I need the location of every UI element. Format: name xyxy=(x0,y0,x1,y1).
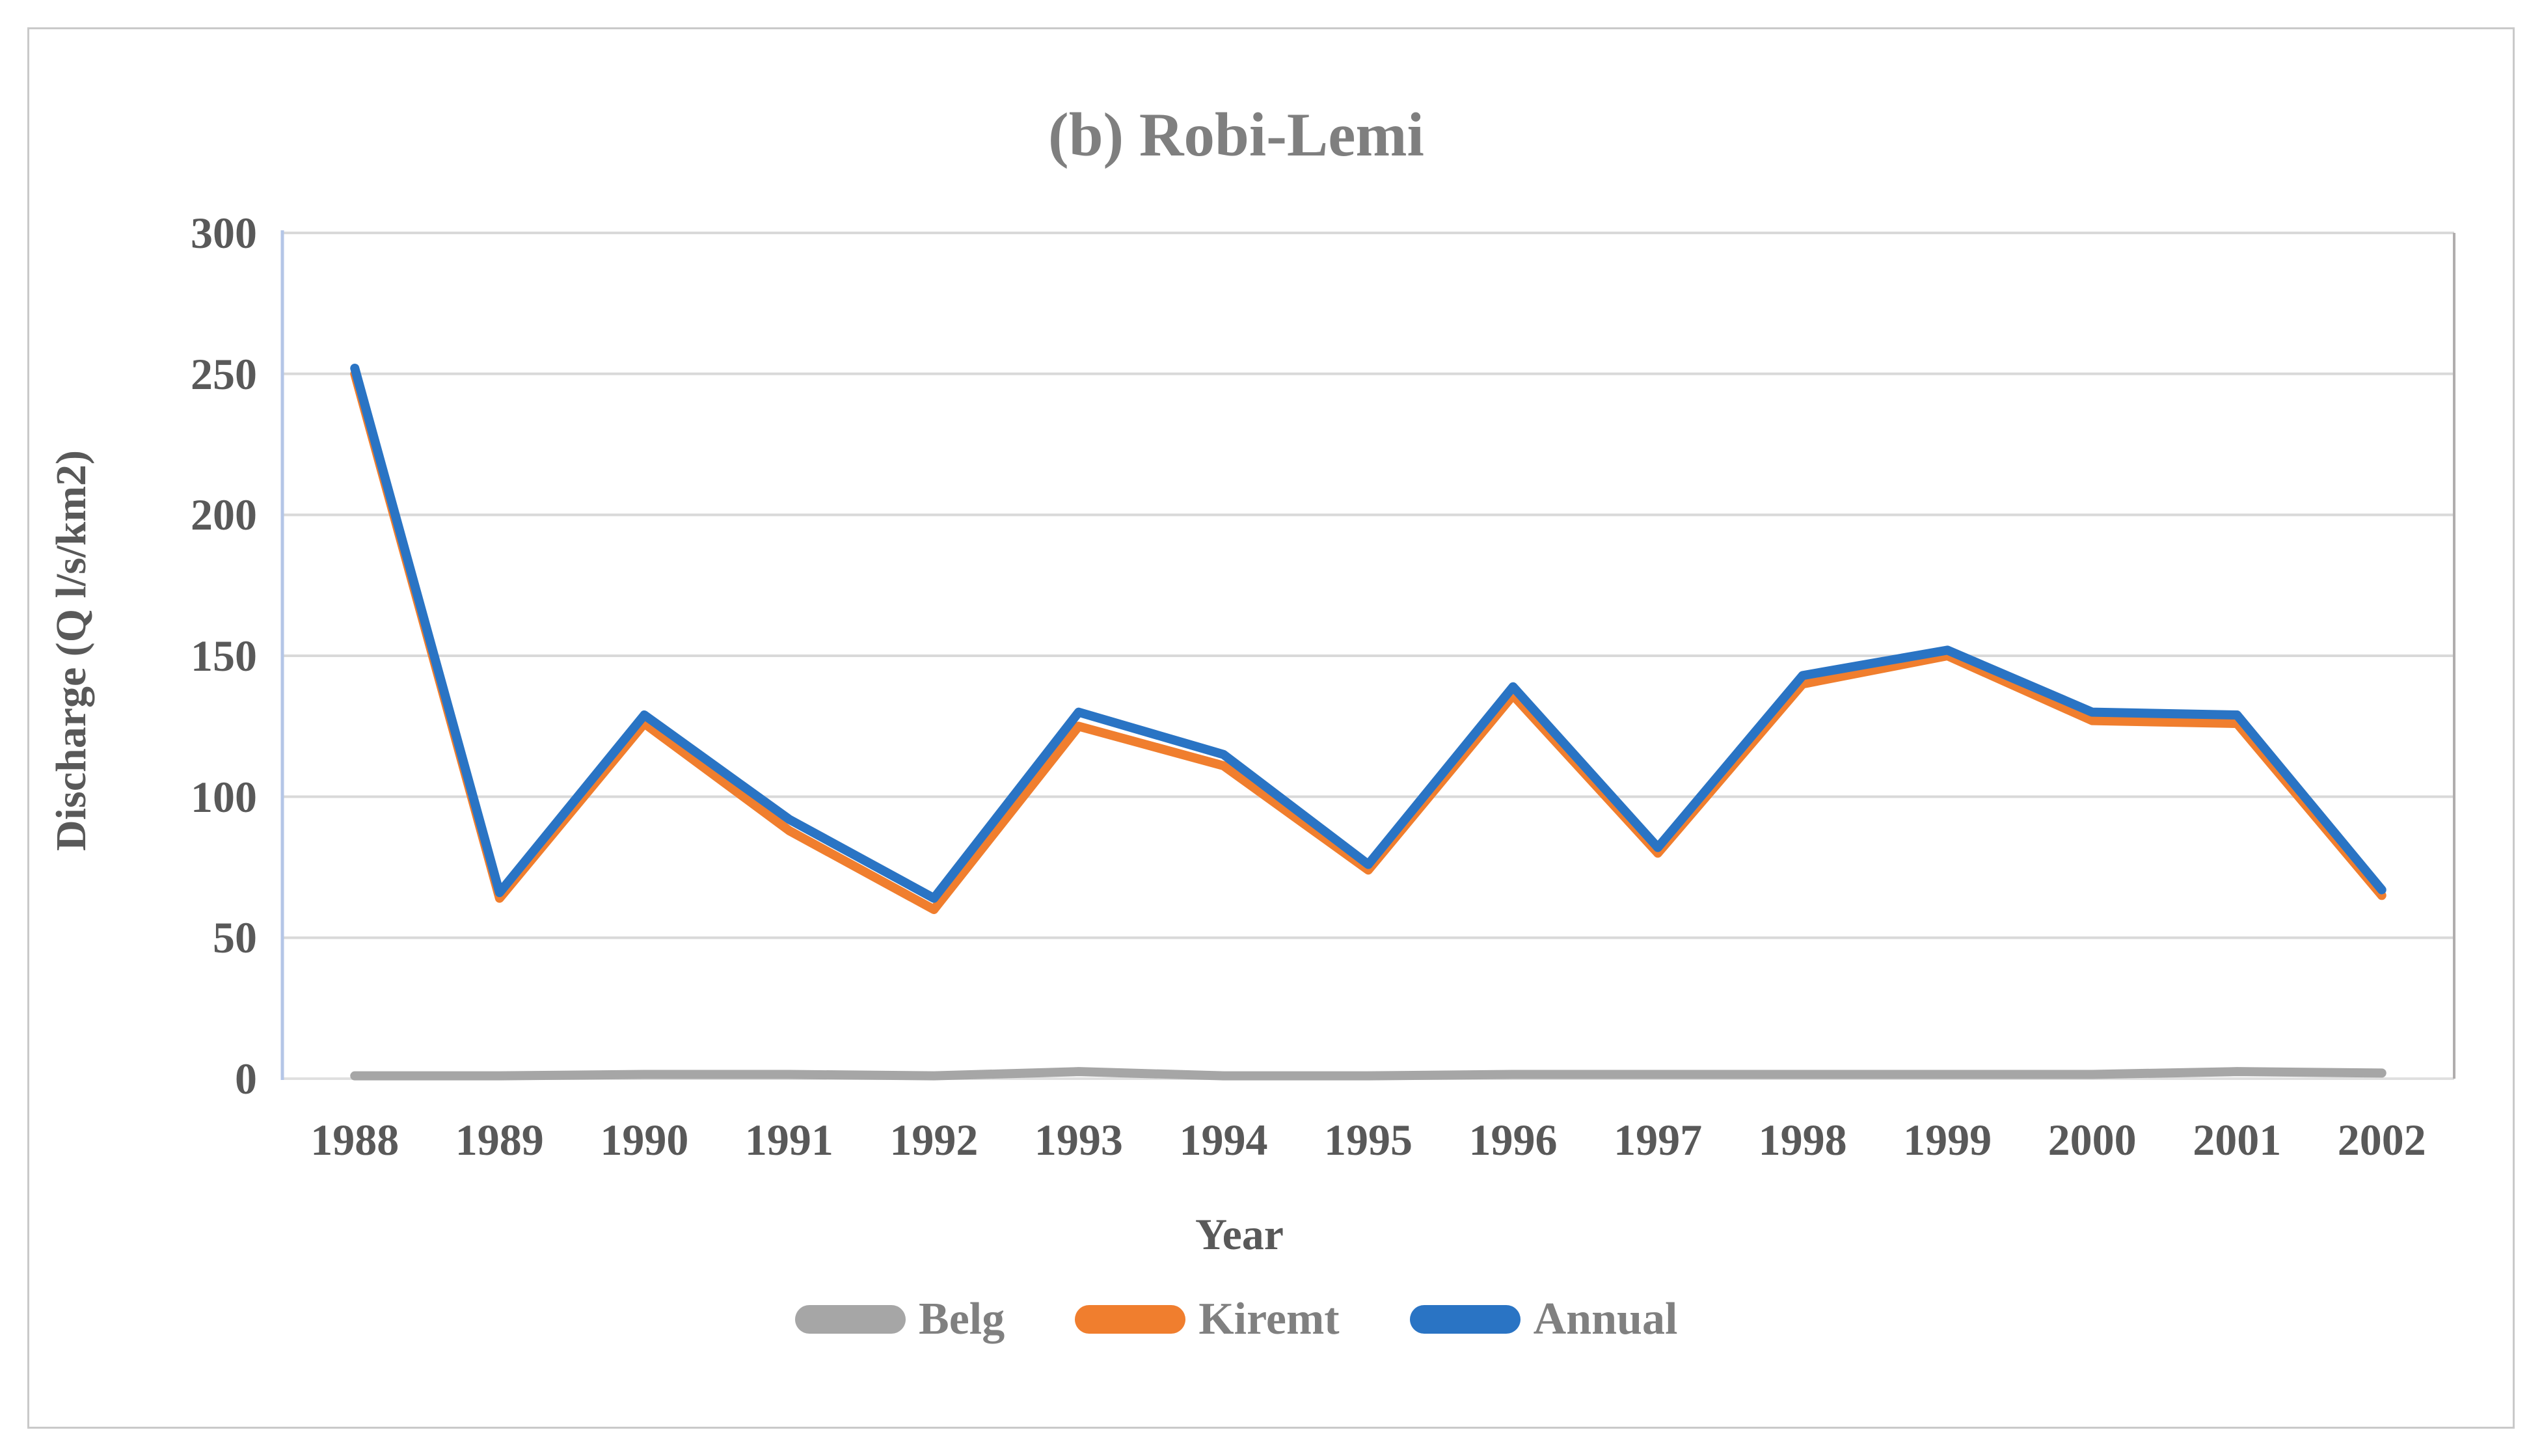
legend-label-belg: Belg xyxy=(919,1294,1005,1344)
legend-item-kiremt: Kiremt xyxy=(1075,1293,1340,1345)
legend-label-annual: Annual xyxy=(1533,1294,1678,1344)
x-tick-label-1988: 1988 xyxy=(310,1115,399,1165)
x-tick-label-1991: 1991 xyxy=(744,1115,833,1165)
legend-swatch-belg xyxy=(795,1305,906,1334)
figure-border xyxy=(27,27,2515,1429)
legend-swatch-annual xyxy=(1409,1305,1521,1334)
x-tick-label-1990: 1990 xyxy=(600,1115,689,1165)
y-tick-label-250: 250 xyxy=(191,349,257,399)
y-tick-label-300: 300 xyxy=(191,208,257,258)
legend-swatch-kiremt xyxy=(1075,1305,1186,1334)
x-tick-label-2002: 2002 xyxy=(2337,1115,2426,1165)
series-line-kiremt xyxy=(350,369,2387,914)
y-tick-label-0: 0 xyxy=(235,1054,257,1103)
chart-title: (b) Robi-Lemi xyxy=(1048,100,1424,169)
x-tick-label-1996: 1996 xyxy=(1468,1115,1558,1165)
x-tick-label-2001: 2001 xyxy=(2193,1115,2282,1165)
x-tick-label-1992: 1992 xyxy=(889,1115,979,1165)
x-tick-label-1999: 1999 xyxy=(1903,1115,1992,1165)
legend-item-belg: Belg xyxy=(795,1293,1005,1345)
y-tick-label-150: 150 xyxy=(191,631,257,681)
x-tick-label-1998: 1998 xyxy=(1758,1115,1847,1165)
y-tick-label-50: 50 xyxy=(213,913,257,963)
x-tick-label-1995: 1995 xyxy=(1324,1115,1413,1165)
x-tick-label-1997: 1997 xyxy=(1614,1115,1703,1165)
x-tick-label-1994: 1994 xyxy=(1179,1115,1268,1165)
chart-legend: Belg Kiremt Annual xyxy=(795,1293,1677,1345)
x-tick-label-1989: 1989 xyxy=(455,1115,544,1165)
x-axis-title: Year xyxy=(1195,1209,1284,1259)
series-line-belg xyxy=(350,1067,2387,1081)
y-tick-label-100: 100 xyxy=(191,772,257,822)
y-tick-label-200: 200 xyxy=(191,490,257,540)
x-tick-label-1993: 1993 xyxy=(1034,1115,1123,1165)
legend-label-kiremt: Kiremt xyxy=(1198,1294,1340,1344)
series-line-annual xyxy=(350,364,2387,903)
x-tick-label-2000: 2000 xyxy=(2048,1115,2137,1165)
legend-item-annual: Annual xyxy=(1409,1293,1678,1345)
